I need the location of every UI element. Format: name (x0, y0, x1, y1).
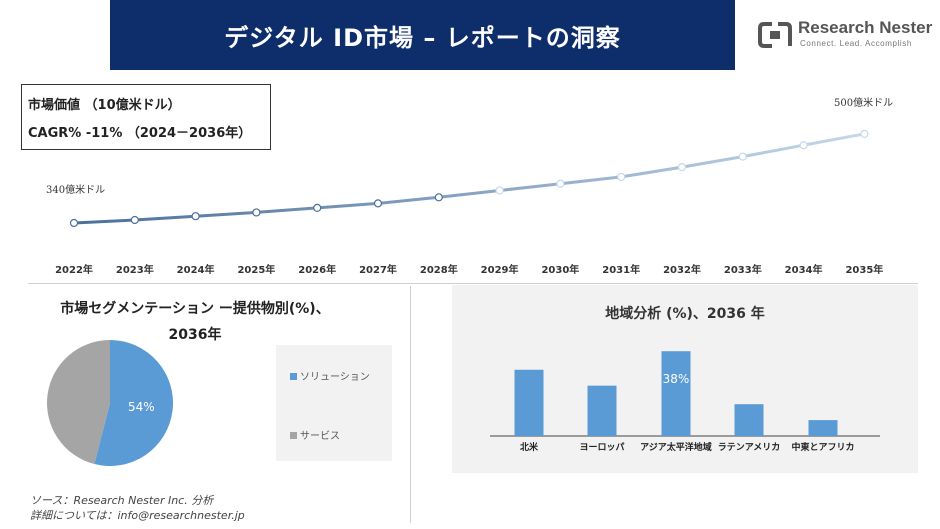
year-tick-label: 2030年 (541, 263, 579, 276)
line-point (313, 203, 322, 212)
cagr-label: CAGR% -11% （2024－2036年） (28, 126, 252, 141)
source-note: ソース：Research Nester Inc. 分析 詳細については：info… (30, 493, 245, 523)
source-line: ソース：Research Nester Inc. 分析 (30, 494, 214, 507)
year-tick-label: 2031年 (602, 263, 640, 276)
year-tick-label: 2029年 (481, 263, 519, 276)
start-value-label: 340億米ドル (46, 183, 105, 196)
line-point (373, 199, 383, 208)
line-point (799, 141, 808, 150)
legend-label-solution: ソリューション (300, 372, 370, 383)
segmentation-title-line1: 市場セグメンテーション ー提供物別(%)、 (60, 301, 330, 317)
segmentation-title-line2: 2036年 (168, 327, 222, 343)
year-tick-label: 2026年 (298, 263, 336, 276)
region-category-label: アジア太平洋地域 (640, 441, 712, 453)
column-divider (410, 286, 411, 523)
research-nester-logo-icon (758, 22, 792, 48)
year-tick-label: 2025年 (237, 263, 275, 276)
region-category-label: ラテンアメリカ (718, 442, 781, 453)
year-tick-label: 2027年 (359, 263, 397, 276)
logo-tagline: Connect. Lead. Accomplish (800, 39, 912, 48)
legend-swatch-solution (290, 373, 297, 380)
offering-pie-chart: 54% (47, 340, 174, 466)
pie-slice-solution (94, 340, 174, 466)
logo: Research Nester Connect. Lead. Accomplis… (758, 18, 932, 52)
legend-item-service: サービス (290, 427, 340, 442)
region-bar (514, 369, 544, 436)
year-tick-label: 2028年 (420, 263, 458, 276)
year-tick-label: 2022年 (55, 263, 93, 276)
region-category-label: 北米 (520, 441, 539, 453)
line-point (434, 193, 443, 202)
header-banner: デジタル ID市場 – レポートの洞察 (110, 0, 735, 70)
region-category-label: 中東とアフリカ (791, 441, 854, 453)
year-tick-label: 2034年 (785, 263, 823, 276)
segmentation-title: 市場セグメンテーション ー提供物別(%)、 2036年 (30, 296, 360, 348)
line-point (677, 163, 687, 172)
pie-legend: ソリューション サービス (276, 345, 392, 461)
legend-item-solution: ソリューション (290, 368, 370, 383)
market-trend-line (73, 132, 865, 225)
bar-data-label: 38% (663, 372, 690, 386)
line-point (556, 179, 565, 188)
region-bar-chart: 北米 ヨーロッパ アジア太平洋地域 38% ラテンアメリカ 中東とアフリカ (490, 351, 880, 453)
market-value-unit: 市場価値 （10億米ドル） (28, 98, 181, 113)
section-divider (28, 283, 918, 284)
line-point (860, 129, 869, 139)
region-bar (808, 420, 838, 436)
pie-data-label: 54% (128, 400, 155, 414)
line-point (191, 212, 200, 221)
line-point (738, 152, 747, 161)
page-title: デジタル ID市場 – レポートの洞察 (224, 23, 621, 52)
line-point (252, 208, 261, 217)
market-value-line-chart: 2022年 2023年 2024年 2025年 2026年 2027年 2028年 2029年… (46, 96, 893, 276)
region-bar (661, 351, 691, 436)
region-bar (587, 385, 617, 436)
region-panel: 地域分析 (%)、2036 年 北米 ヨーロッパ アジア太平洋地域 38% ラテンアメリ… (452, 285, 918, 473)
year-tick-label: 2033年 (724, 263, 762, 276)
year-tick-label: 2035年 (845, 263, 883, 276)
year-tick-label: 2032年 (663, 263, 701, 276)
legend-swatch-service (290, 432, 297, 439)
line-point (69, 218, 79, 228)
region-chart-title: 地域分析 (%)、2036 年 (605, 306, 765, 322)
year-tick-label: 2024年 (177, 263, 215, 276)
region-bar (734, 404, 764, 436)
line-point (617, 172, 626, 182)
pie-slice-service (47, 340, 110, 465)
line-point (495, 186, 504, 195)
legend-label-service: サービス (300, 431, 340, 442)
line-point (130, 215, 139, 225)
end-value-label: 500億米ドル (834, 96, 893, 109)
market-info-box: 市場価値 （10億米ドル） CAGR% -11% （2024－2036年） (21, 84, 271, 150)
region-category-label: ヨーロッパ (579, 441, 624, 453)
contact-line: 詳細については：info@researchnester.jp (30, 509, 245, 522)
logo-name: Research Nester (798, 18, 933, 37)
year-tick-label: 2023年 (116, 263, 154, 276)
